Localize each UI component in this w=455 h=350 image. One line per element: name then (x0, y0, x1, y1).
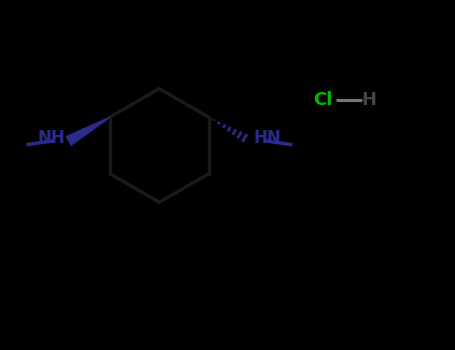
Polygon shape (66, 117, 110, 145)
Text: H: H (361, 91, 376, 109)
Text: HN: HN (253, 129, 281, 147)
Text: Cl: Cl (313, 91, 333, 109)
Text: NH: NH (37, 129, 65, 147)
